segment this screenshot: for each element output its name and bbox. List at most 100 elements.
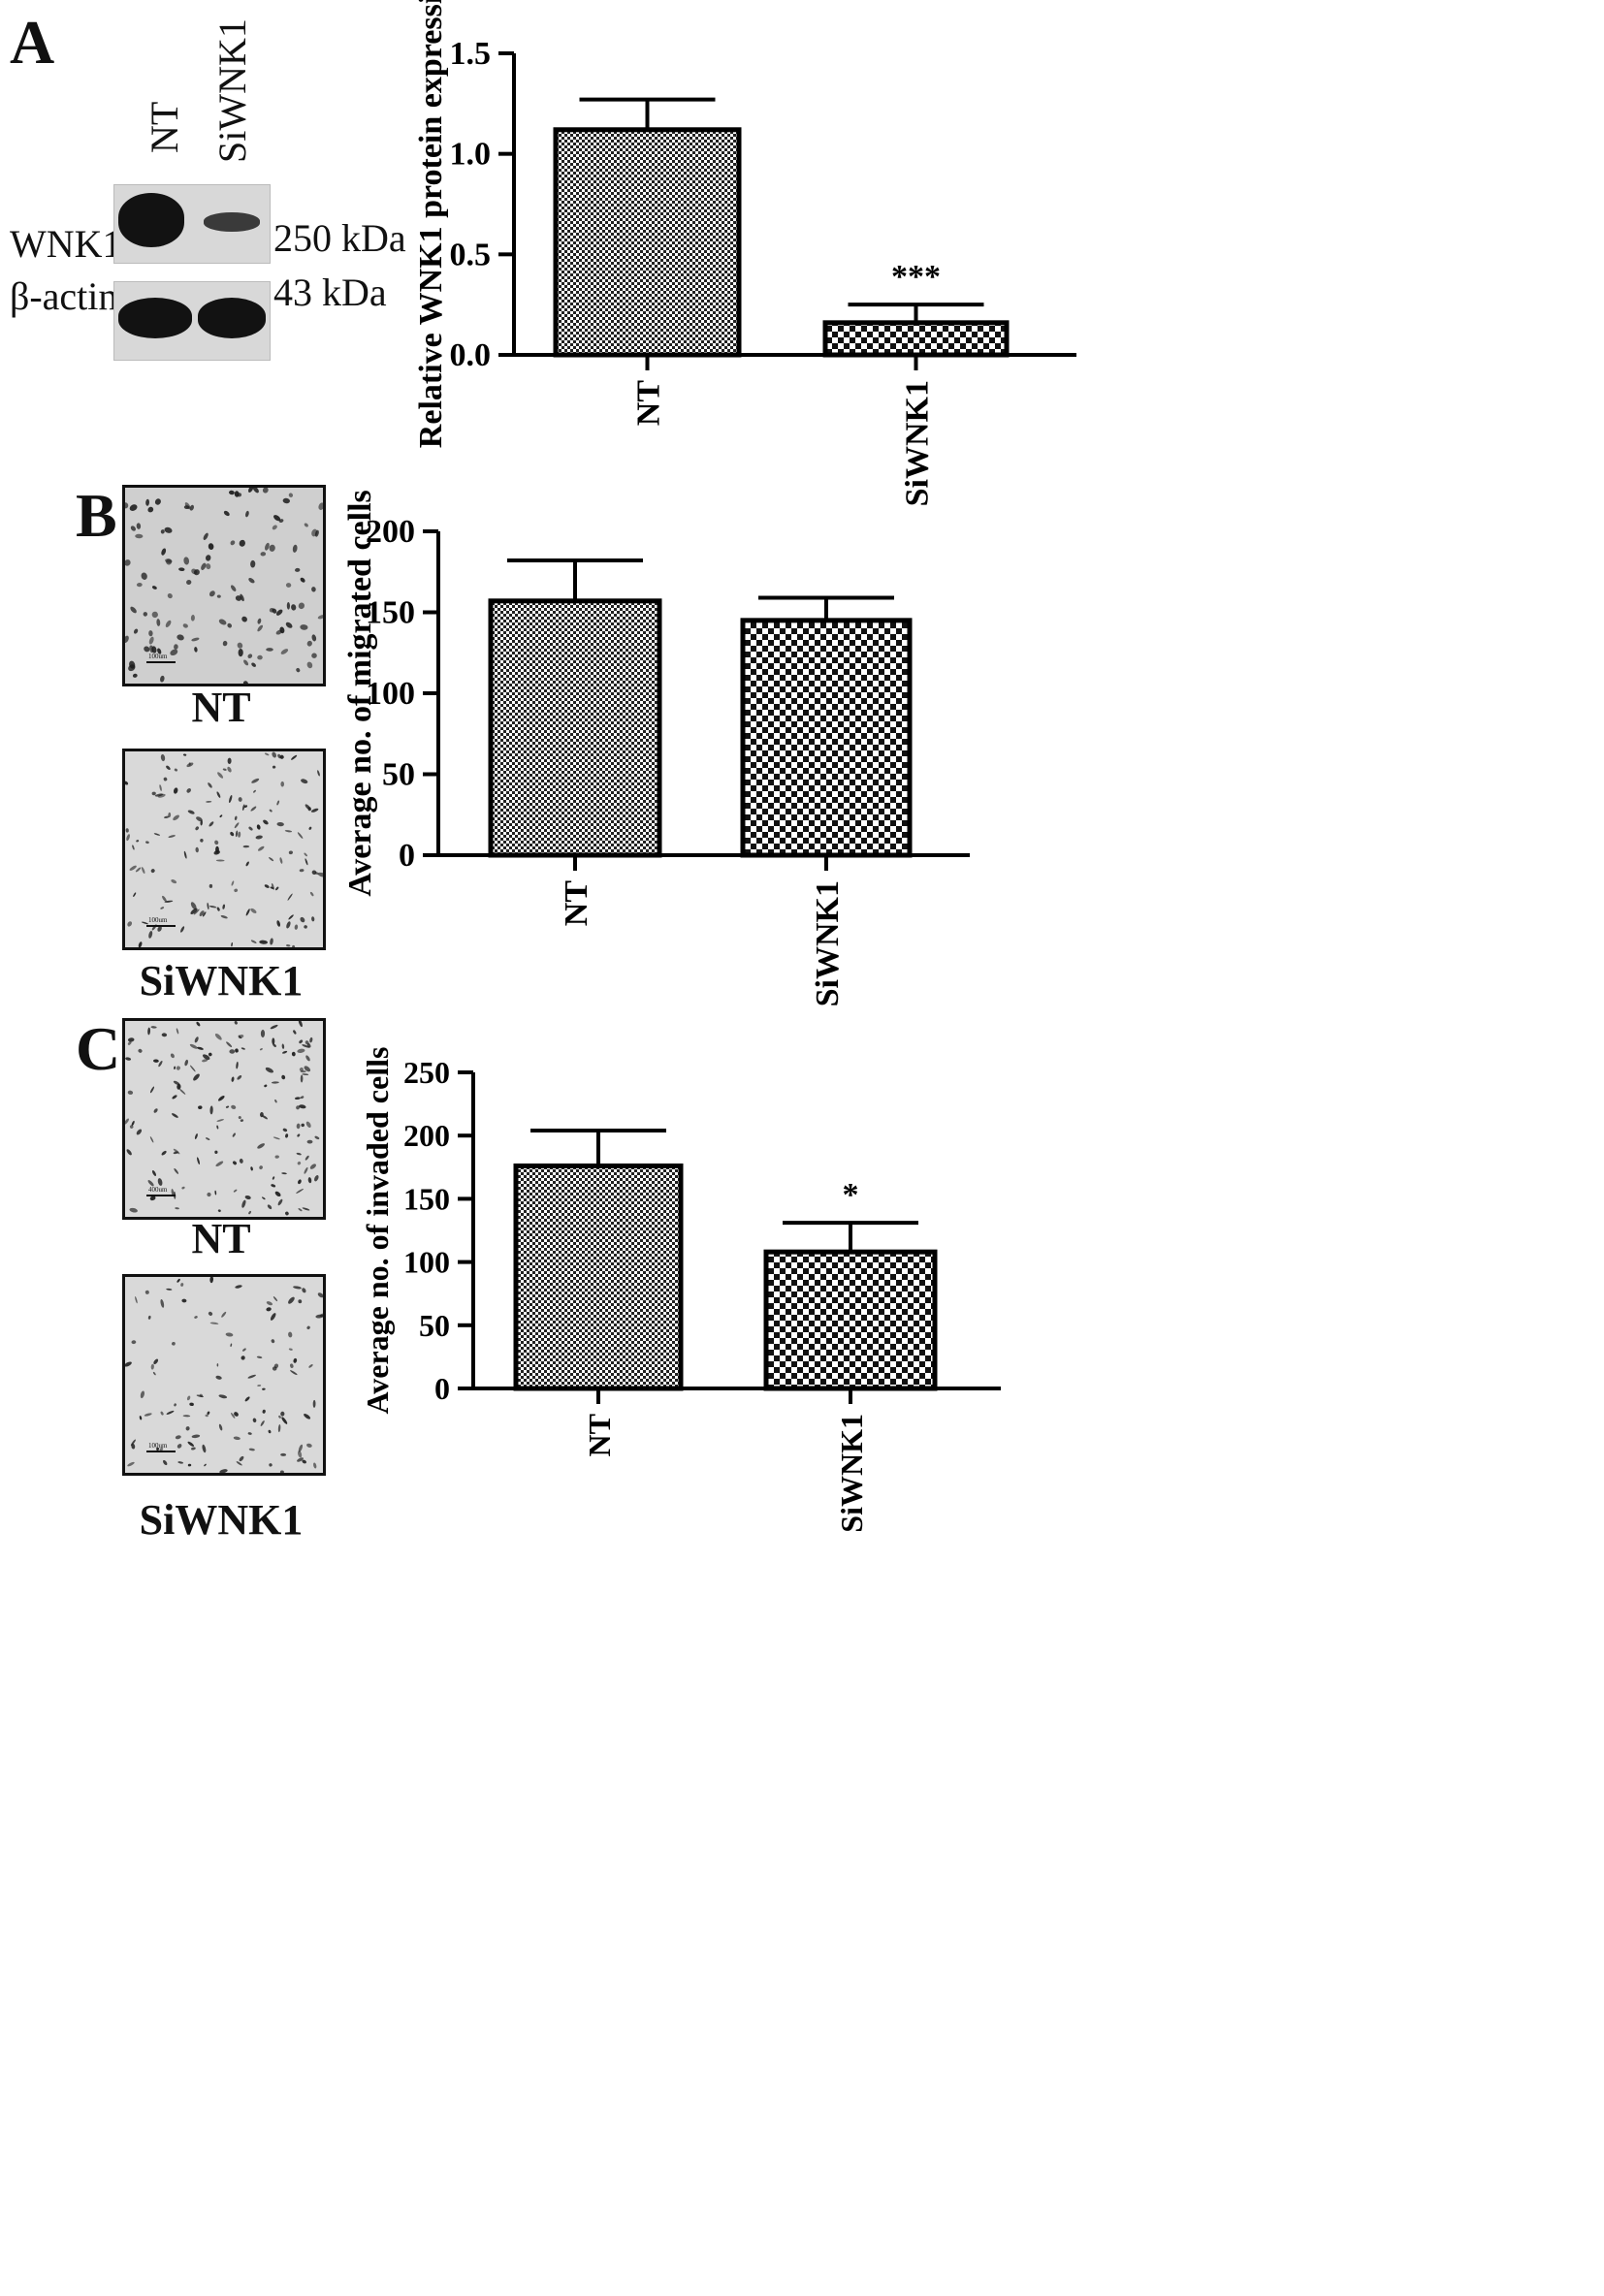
cell <box>125 502 129 509</box>
cell <box>214 1033 222 1040</box>
cell <box>257 654 263 660</box>
cell <box>216 1119 224 1122</box>
cell <box>129 1125 134 1129</box>
cell <box>290 1363 294 1368</box>
cell <box>171 1189 175 1196</box>
cell <box>177 1461 184 1464</box>
cell <box>288 493 294 497</box>
cell <box>184 1059 189 1067</box>
cell <box>188 762 191 766</box>
cell <box>251 662 256 667</box>
cell <box>154 793 164 797</box>
cell <box>193 909 200 915</box>
cell <box>297 1457 304 1462</box>
cell <box>189 504 194 511</box>
cell <box>145 498 150 506</box>
y-axis-title: Relative WNK1 protein expression <box>413 0 449 448</box>
scale-bar-label: 100um <box>148 653 168 660</box>
cell <box>302 1073 309 1076</box>
cell <box>296 1188 304 1194</box>
cell <box>186 788 191 793</box>
cell <box>314 1135 320 1140</box>
x-tick-label-1: SiWNK1 <box>834 1414 869 1533</box>
cell <box>308 1364 313 1368</box>
cell <box>189 1402 194 1407</box>
cell <box>194 1133 198 1139</box>
cell <box>260 552 267 557</box>
cell <box>302 1288 306 1293</box>
lane-label-siwnk1: SiWNK1 <box>210 18 254 163</box>
cell <box>149 1196 156 1201</box>
cell <box>260 1420 265 1426</box>
cell <box>216 1363 219 1367</box>
cell <box>257 618 262 624</box>
cell <box>225 1105 230 1108</box>
cell <box>164 900 174 903</box>
cell <box>130 526 136 531</box>
cell <box>317 1292 323 1298</box>
cell <box>227 622 233 628</box>
cell <box>301 1123 305 1128</box>
cell <box>296 1105 301 1110</box>
cell <box>262 1115 268 1120</box>
cell <box>269 544 275 552</box>
cell <box>302 1044 310 1048</box>
cell <box>248 578 255 584</box>
blot-strip-actin <box>113 281 271 361</box>
cell <box>151 611 158 619</box>
bar-1 <box>763 1249 938 1391</box>
cell <box>248 488 254 493</box>
cell <box>173 814 179 821</box>
cell <box>172 1341 176 1346</box>
cell <box>181 1298 187 1303</box>
cell <box>153 1059 159 1063</box>
cell <box>141 572 147 580</box>
y-tick-label-4: 200 <box>403 1118 450 1153</box>
cell <box>299 1104 306 1109</box>
cell <box>227 766 232 773</box>
cell <box>174 1403 176 1407</box>
x-tick-label-1: SiWNK1 <box>900 380 936 506</box>
cell <box>162 895 167 902</box>
cell <box>247 654 253 658</box>
micrograph-caption-c-nt: NT <box>191 1215 251 1262</box>
cell <box>220 915 228 919</box>
cell <box>253 789 256 793</box>
cell <box>272 1037 275 1045</box>
cell <box>257 1385 262 1387</box>
cell <box>235 830 239 838</box>
cell <box>299 1039 304 1044</box>
cell <box>229 794 233 804</box>
cell <box>182 623 188 628</box>
cell <box>130 606 137 614</box>
cell <box>209 905 217 909</box>
cell <box>278 1415 281 1419</box>
cell <box>234 1021 238 1025</box>
cell <box>217 772 224 779</box>
cell <box>159 784 162 791</box>
y-tick-label-3: 150 <box>403 1181 450 1216</box>
cell <box>306 1443 312 1448</box>
x-tick-label-1: SiWNK1 <box>810 880 846 1006</box>
cell <box>131 1443 136 1450</box>
cell <box>176 1083 181 1090</box>
cell <box>245 909 250 916</box>
cell <box>304 523 308 527</box>
cell <box>236 1461 242 1466</box>
cell <box>279 1470 284 1473</box>
cell <box>203 532 209 541</box>
cell <box>291 604 297 611</box>
cell <box>306 1139 313 1144</box>
cell <box>297 1133 301 1137</box>
scale-bar-label: 400um <box>148 1186 168 1194</box>
cell <box>163 1459 168 1466</box>
cell <box>223 510 230 517</box>
cell <box>256 824 261 830</box>
cell <box>175 1207 179 1210</box>
cell <box>125 559 131 566</box>
cell <box>144 1290 149 1294</box>
size-label-250: 250 kDa <box>273 216 406 260</box>
cell <box>235 1048 239 1053</box>
